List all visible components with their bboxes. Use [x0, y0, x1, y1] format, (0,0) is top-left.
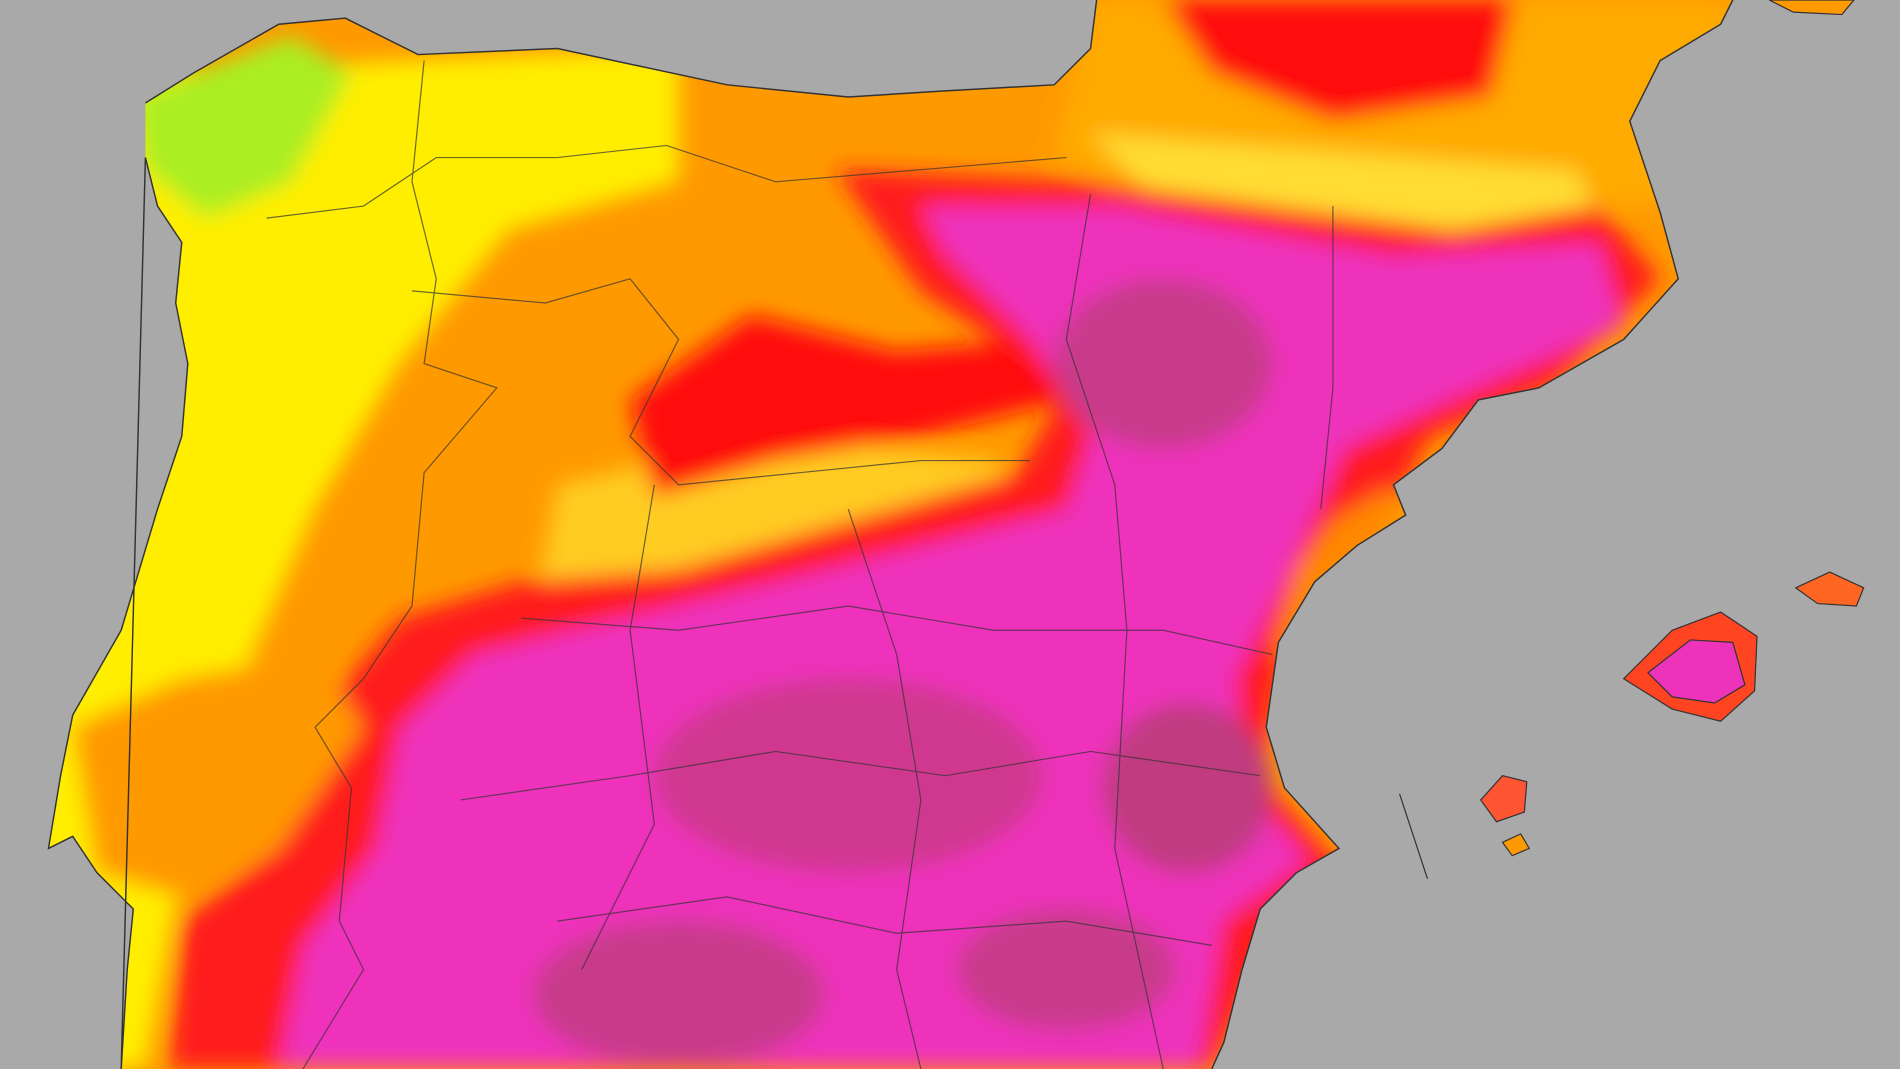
menorca: [1794, 571, 1865, 607]
dark-zone: [533, 921, 824, 1067]
border: [520, 605, 1273, 656]
border: [302, 60, 498, 1069]
dark-zone: [957, 909, 1176, 1031]
west-orange: [72, 654, 364, 897]
coastline: [47, 0, 1734, 1069]
green-zone: [133, 36, 352, 219]
border: [581, 484, 655, 970]
border: [847, 508, 922, 1069]
mallorca-core: [1647, 639, 1746, 704]
ibiza: [1479, 775, 1528, 823]
balearic-islands: [1479, 0, 1865, 857]
dark-zone: [1054, 278, 1273, 449]
marker-line: [1398, 793, 1428, 879]
dark-zone: [1102, 702, 1273, 873]
formentera: [1501, 833, 1531, 857]
borders: [266, 60, 1334, 1069]
border: [1320, 206, 1334, 510]
border: [1065, 193, 1164, 1069]
dark-zone: [654, 678, 1043, 873]
red-north: [1163, 0, 1515, 122]
border: [460, 750, 1261, 801]
border: [557, 896, 1212, 946]
north-land: [1768, 0, 1855, 16]
magenta-zone: [278, 206, 1624, 1069]
border: [266, 144, 1067, 219]
pyrenees-yellow: [1090, 133, 1612, 243]
border: [411, 278, 1030, 486]
red-central: [630, 315, 1067, 497]
